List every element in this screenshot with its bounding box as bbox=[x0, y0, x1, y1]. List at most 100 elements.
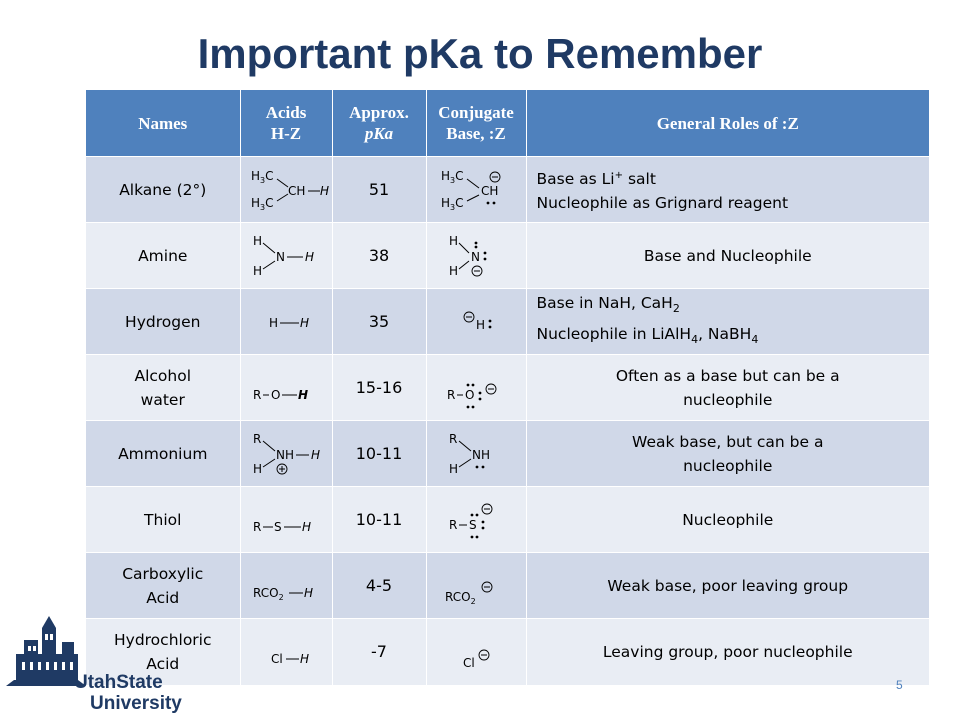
header-acids: Acids H-Z bbox=[240, 90, 333, 157]
logo-wordmark-line1: UtahState bbox=[74, 672, 163, 693]
general-role: Base and Nucleophile bbox=[526, 222, 929, 289]
svg-text:CH: CH bbox=[288, 184, 305, 198]
svg-text:H: H bbox=[449, 264, 458, 278]
svg-text:R: R bbox=[253, 432, 261, 446]
conjugate-base-structure: RCO2 bbox=[426, 552, 527, 619]
svg-text:RCO2: RCO2 bbox=[445, 590, 476, 606]
compound-name: Hydrogen bbox=[86, 288, 241, 355]
svg-text:R: R bbox=[449, 518, 457, 532]
acid-structure: RCO2 H bbox=[240, 552, 333, 619]
svg-text:H: H bbox=[449, 234, 458, 248]
general-role: Base in NaH, CaH2 Nucleophile in LiAlH4,… bbox=[526, 288, 929, 355]
pka-value: 15-16 bbox=[332, 354, 427, 421]
header-general-roles: General Roles of :Z bbox=[526, 90, 929, 157]
acid-structure: R O H bbox=[240, 354, 333, 421]
general-role: Base as Li+ salt Nucleophile as Grignard… bbox=[526, 156, 929, 223]
general-role: Often as a base but can be a nucleophile bbox=[526, 354, 929, 421]
svg-text:H3C: H3C bbox=[251, 196, 274, 212]
general-role: Leaving group, poor nucleophile bbox=[526, 618, 929, 685]
table-row-hydrogen: Hydrogen H H 35 H Base in NaH, CaH2 Nucl… bbox=[86, 288, 929, 355]
svg-text:NH: NH bbox=[472, 448, 490, 462]
header-names: Names bbox=[86, 90, 241, 157]
table-row-thiol: Thiol R S H 10-11 R S bbox=[86, 486, 929, 553]
compound-name: Carboxylic Acid bbox=[86, 552, 241, 619]
compound-name: Thiol bbox=[86, 486, 241, 553]
logo-wordmark-line2: University bbox=[90, 693, 182, 714]
conjugate-base-structure: R H NH bbox=[426, 420, 527, 487]
svg-text:H: H bbox=[476, 318, 485, 332]
svg-text:S: S bbox=[469, 518, 477, 532]
acid-structure: R H NH H bbox=[240, 420, 333, 487]
svg-text:H: H bbox=[253, 462, 262, 476]
svg-text:H: H bbox=[449, 462, 458, 476]
compound-name: Hydrochloric Acid bbox=[86, 618, 241, 685]
svg-text:H: H bbox=[300, 652, 309, 666]
acid-structure: H H bbox=[240, 288, 333, 355]
svg-text:Cl: Cl bbox=[271, 652, 283, 666]
pka-value: 35 bbox=[332, 288, 427, 355]
pka-value: 51 bbox=[332, 156, 427, 223]
svg-text:H: H bbox=[269, 316, 278, 330]
table-header-row: Names Acids H-Z Approx. pKa Conjugate Ba… bbox=[86, 90, 929, 157]
general-role: Weak base, but can be a nucleophile bbox=[526, 420, 929, 487]
conjugate-base-structure: H3C H3C CH bbox=[426, 156, 527, 223]
header-conjugate-base: Conjugate Base, :Z bbox=[426, 90, 527, 157]
svg-text:H: H bbox=[320, 184, 329, 198]
svg-text:H: H bbox=[304, 586, 313, 600]
pka-value: 38 bbox=[332, 222, 427, 289]
acid-structure: R S H bbox=[240, 486, 333, 553]
conjugate-base-structure: H H N bbox=[426, 222, 527, 289]
acid-structure: Cl H bbox=[240, 618, 333, 685]
table-row-carboxylic-acid: Carboxylic Acid RCO2 H 4-5 RCO2 Weak bas… bbox=[86, 552, 929, 619]
general-role: Nucleophile bbox=[526, 486, 929, 553]
svg-text:H: H bbox=[300, 316, 309, 330]
svg-text:H: H bbox=[253, 234, 262, 248]
svg-text:H3C: H3C bbox=[441, 169, 464, 185]
svg-text:O: O bbox=[465, 388, 474, 402]
svg-text:H3C: H3C bbox=[251, 169, 274, 185]
compound-name: Alcohol water bbox=[86, 354, 241, 421]
table-row-alcohol: Alcohol water R O H 15-16 R O bbox=[86, 354, 929, 421]
svg-text:H3C: H3C bbox=[441, 196, 464, 212]
svg-text:N: N bbox=[471, 250, 480, 264]
compound-name: Alkane (2°) bbox=[86, 156, 241, 223]
svg-text:O: O bbox=[271, 388, 280, 402]
acid-structure: H3C H3C CH H bbox=[240, 156, 333, 223]
svg-text:NH: NH bbox=[276, 448, 294, 462]
conjugate-base-structure: H bbox=[426, 288, 527, 355]
table-row-alkane: Alkane (2°) H3C H3C CH H 51 H3C H3C bbox=[86, 156, 929, 223]
svg-text:H: H bbox=[305, 250, 314, 264]
compound-name: Amine bbox=[86, 222, 241, 289]
conjugate-base-structure: R O bbox=[426, 354, 527, 421]
svg-text:H: H bbox=[298, 388, 308, 402]
svg-text:Cl: Cl bbox=[463, 656, 475, 670]
pka-table: Names Acids H-Z Approx. pKa Conjugate Ba… bbox=[86, 90, 929, 685]
pka-value: 10-11 bbox=[332, 420, 427, 487]
svg-text:R: R bbox=[449, 432, 457, 446]
svg-text:S: S bbox=[274, 520, 282, 534]
general-role: Weak base, poor leaving group bbox=[526, 552, 929, 619]
acid-structure: H H N H bbox=[240, 222, 333, 289]
svg-text:CH: CH bbox=[481, 184, 498, 198]
table-row-amine: Amine H H N H 38 H H bbox=[86, 222, 929, 289]
slide-title: Important pKa to Remember bbox=[197, 30, 763, 77]
svg-text:H: H bbox=[311, 448, 320, 462]
page-number: 5 bbox=[896, 678, 903, 692]
conjugate-base-structure: Cl bbox=[426, 618, 527, 685]
svg-text:RCO2: RCO2 bbox=[253, 586, 284, 602]
svg-text:R: R bbox=[253, 520, 261, 534]
svg-text:R: R bbox=[447, 388, 455, 402]
compound-name: Ammonium bbox=[86, 420, 241, 487]
conjugate-base-structure: R S bbox=[426, 486, 527, 553]
svg-text:H: H bbox=[253, 264, 262, 278]
pka-value: 4-5 bbox=[332, 552, 427, 619]
table-row-hydrochloric-acid: Hydrochloric Acid Cl H -7 Cl Leaving gro… bbox=[86, 618, 929, 685]
svg-text:R: R bbox=[253, 388, 261, 402]
svg-text:H: H bbox=[302, 520, 311, 534]
svg-text:N: N bbox=[276, 250, 285, 264]
pka-value: -7 bbox=[332, 618, 427, 685]
pka-value: 10-11 bbox=[332, 486, 427, 553]
table-row-ammonium: Ammonium R H NH H 10-11 R H bbox=[86, 420, 929, 487]
utah-state-logo: UtahState University bbox=[6, 616, 182, 714]
header-pka: Approx. pKa bbox=[332, 90, 427, 157]
